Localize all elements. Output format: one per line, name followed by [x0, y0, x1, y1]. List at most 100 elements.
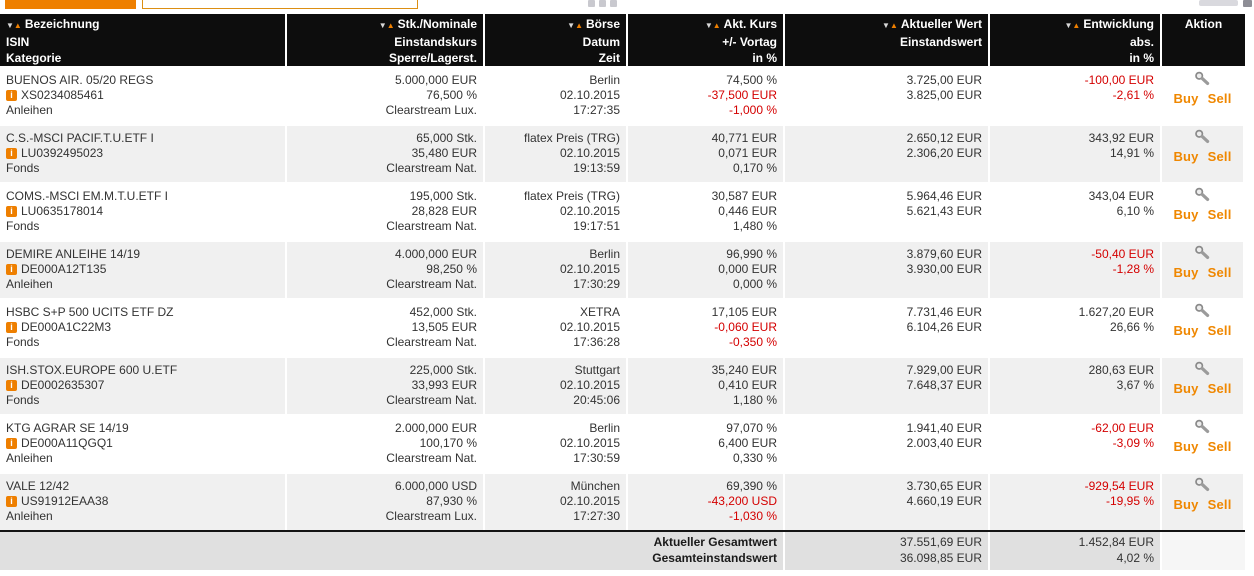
- info-icon[interactable]: i: [6, 148, 17, 159]
- cell-akt-kurs: 96,990 % 0,000 EUR 0,000 %: [628, 242, 785, 298]
- details-magnifier-icon[interactable]: [1194, 361, 1211, 378]
- sell-link[interactable]: Sell: [1207, 381, 1232, 396]
- boerse-value: Berlin: [589, 247, 620, 261]
- entwicklung-pct-value: 26,66 %: [1109, 320, 1154, 334]
- info-icon[interactable]: i: [6, 380, 17, 391]
- buy-link[interactable]: Buy: [1173, 91, 1199, 106]
- entwicklung-pct-value: -19,95 %: [1105, 494, 1154, 508]
- top-right-icon-fragment[interactable]: [1243, 0, 1252, 7]
- entwicklung-abs-value: -100,00 EUR: [1084, 73, 1154, 87]
- buy-link[interactable]: Buy: [1173, 439, 1199, 454]
- sort-asc-icon[interactable]: ▲: [13, 21, 22, 30]
- sort-asc-icon[interactable]: ▲: [1072, 21, 1081, 30]
- sell-link[interactable]: Sell: [1207, 323, 1232, 338]
- cell-bezeichnung: COMS.-MSCI EM.M.T.U.ETF I i LU0635178014 …: [0, 184, 287, 240]
- sort-desc-icon[interactable]: ▼: [378, 21, 387, 30]
- buy-link[interactable]: Buy: [1173, 497, 1199, 512]
- details-magnifier-icon[interactable]: [1194, 129, 1211, 146]
- sort-asc-icon[interactable]: ▲: [575, 21, 583, 30]
- cut-off-orange-button[interactable]: [5, 0, 136, 9]
- buy-link[interactable]: Buy: [1173, 323, 1199, 338]
- buy-link[interactable]: Buy: [1173, 265, 1199, 280]
- cell-entwicklung: 280,63 EUR 3,67 %: [990, 358, 1162, 414]
- vortag-abs-value: 0,071 EUR: [718, 146, 777, 160]
- aktueller-wert-value: 3.725,00 EUR: [906, 73, 982, 87]
- aktueller-wert-value: 1.941,40 EUR: [906, 421, 982, 435]
- column-header-bezeichnung[interactable]: ▼▲ Bezeichnung ISIN Kategorie: [0, 14, 287, 66]
- column-header-aktion: Aktion: [1162, 14, 1245, 66]
- cell-boerse: Stuttgart 02.10.2015 20:45:06: [485, 358, 628, 414]
- sort-asc-icon[interactable]: ▲: [712, 21, 721, 30]
- cut-off-toolbar-icons[interactable]: [588, 0, 617, 7]
- info-icon[interactable]: i: [6, 322, 17, 333]
- einstandswert-value: 4.660,19 EUR: [906, 494, 982, 508]
- sell-link[interactable]: Sell: [1207, 91, 1232, 106]
- details-magnifier-icon[interactable]: [1194, 245, 1211, 262]
- einstandskurs-value: 87,930 %: [426, 494, 477, 508]
- akt-kurs-value: 17,105 EUR: [711, 305, 777, 319]
- sort-asc-icon[interactable]: ▲: [386, 21, 395, 30]
- header-label: Börse: [585, 17, 620, 31]
- sell-link[interactable]: Sell: [1207, 149, 1232, 164]
- details-magnifier-icon[interactable]: [1194, 71, 1211, 88]
- akt-kurs-value: 97,070 %: [726, 421, 777, 435]
- sort-desc-icon[interactable]: ▼: [882, 21, 890, 30]
- table-row: ISH.STOX.EUROPE 600 U.ETF i DE0002635307 …: [0, 358, 1245, 414]
- sell-link[interactable]: Sell: [1207, 497, 1232, 512]
- sort-desc-icon[interactable]: ▼: [704, 21, 713, 30]
- zeit-value: 17:30:29: [573, 277, 620, 291]
- info-icon[interactable]: i: [6, 90, 17, 101]
- buy-link[interactable]: Buy: [1173, 381, 1199, 396]
- einstandskurs-value: 33,993 EUR: [411, 378, 477, 392]
- sort-desc-icon[interactable]: ▼: [1064, 21, 1073, 30]
- details-magnifier-icon[interactable]: [1194, 303, 1211, 320]
- search-input[interactable]: [142, 0, 418, 9]
- top-right-icon-fragment[interactable]: [1199, 0, 1238, 6]
- einstandskurs-value: 35,480 EUR: [411, 146, 477, 160]
- info-icon[interactable]: i: [6, 496, 17, 507]
- entwicklung-abs-value: -62,00 EUR: [1091, 421, 1154, 435]
- column-header-stk-nominale[interactable]: ▼▲ Stk./Nominale Einstandskurs Sperre/Lag…: [287, 14, 485, 66]
- position-name: DEMIRE ANLEIHE 14/19: [6, 247, 141, 261]
- cell-aktueller-wert: 7.929,00 EUR 7.648,37 EUR: [785, 358, 990, 414]
- boerse-value: flatex Preis (TRG): [523, 131, 620, 145]
- sell-link[interactable]: Sell: [1207, 265, 1232, 280]
- cell-boerse: Berlin 02.10.2015 17:30:59: [485, 416, 628, 472]
- boerse-value: XETRA: [579, 305, 620, 319]
- column-header-boerse[interactable]: ▼▲ Börse Datum Zeit: [485, 14, 628, 66]
- toolbar-icon-fragment[interactable]: [599, 0, 606, 7]
- details-magnifier-icon[interactable]: [1194, 419, 1211, 436]
- zeit-value: 19:17:51: [573, 219, 620, 233]
- sell-link[interactable]: Sell: [1207, 207, 1232, 222]
- toolbar-icon-fragment[interactable]: [610, 0, 617, 7]
- sell-link[interactable]: Sell: [1207, 439, 1232, 454]
- column-header-akt-kurs[interactable]: ▼▲ Akt. Kurs +/- Vortag in %: [628, 14, 785, 66]
- toolbar-icon-fragment[interactable]: [588, 0, 595, 7]
- details-magnifier-icon[interactable]: [1194, 477, 1211, 494]
- zeit-value: 17:27:30: [573, 509, 620, 523]
- datum-value: 02.10.2015: [559, 378, 620, 392]
- sort-desc-icon[interactable]: ▼: [6, 21, 14, 30]
- cell-stk-nominale: 2.000,000 EUR 100,170 % Clearstream Nat.: [287, 416, 485, 472]
- column-header-aktueller-wert[interactable]: ▼▲ Aktueller Wert Einstandswert: [785, 14, 990, 66]
- cell-aktion: Buy Sell: [1162, 242, 1245, 298]
- einstandswert-value: 6.104,26 EUR: [906, 320, 982, 334]
- buy-link[interactable]: Buy: [1173, 149, 1199, 164]
- column-header-entwicklung[interactable]: ▼▲ Entwicklung abs. in %: [990, 14, 1162, 66]
- aktueller-wert-value: 3.730,65 EUR: [906, 479, 982, 493]
- info-icon[interactable]: i: [6, 206, 17, 217]
- vortag-pct-value: 1,480 %: [732, 219, 777, 233]
- details-magnifier-icon[interactable]: [1194, 187, 1211, 204]
- info-icon[interactable]: i: [6, 438, 17, 449]
- einstandskurs-value: 100,170 %: [419, 436, 477, 450]
- header-label: in %: [1129, 51, 1154, 65]
- buy-link[interactable]: Buy: [1173, 207, 1199, 222]
- totals-labels: Aktueller Gesamtwert Gesamteinstandswert: [0, 532, 785, 570]
- entwicklung-pct-value: 14,91 %: [1109, 146, 1154, 160]
- info-icon[interactable]: i: [6, 264, 17, 275]
- sort-desc-icon[interactable]: ▼: [567, 21, 576, 30]
- header-label: Aktueller Wert: [900, 17, 982, 31]
- vortag-pct-value: -1,000 %: [728, 103, 777, 117]
- sort-asc-icon[interactable]: ▲: [889, 21, 898, 30]
- vortag-pct-value: 0,000 %: [732, 277, 777, 291]
